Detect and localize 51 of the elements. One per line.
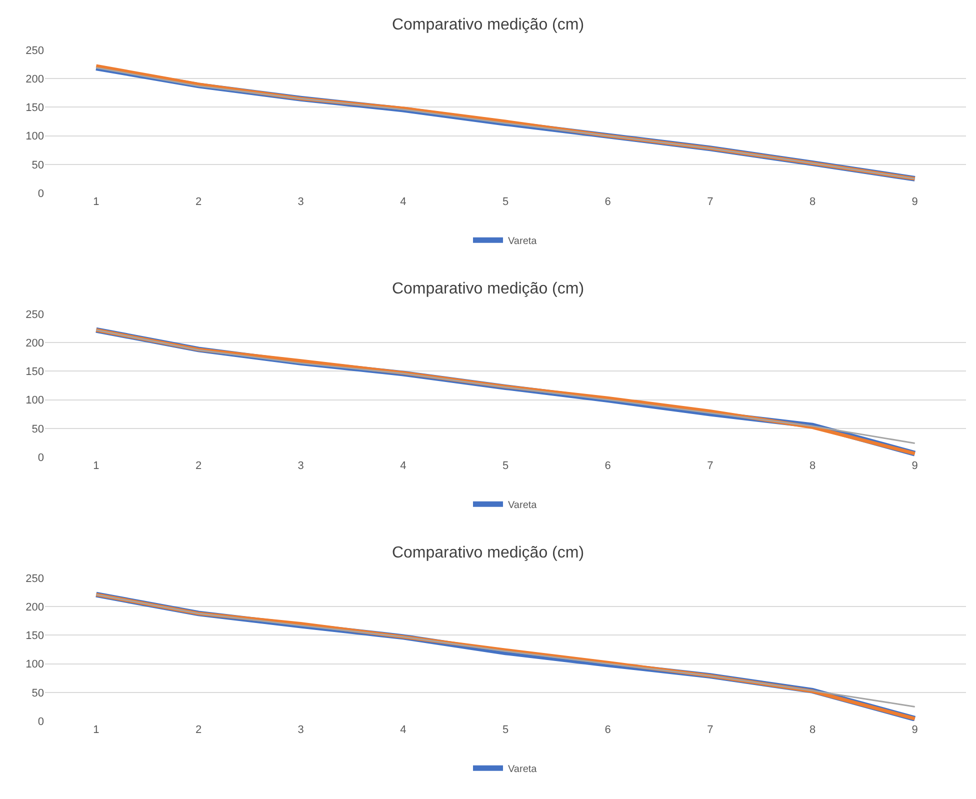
y-tick-label: 150 [26,366,44,378]
y-tick-label: 250 [26,572,44,585]
y-tick-label: 150 [26,102,44,114]
x-tick-label: 2 [195,196,202,208]
y-tick-label: 250 [26,308,44,321]
x-tick-label: 4 [400,724,406,736]
x-tick-label: 2 [195,460,202,472]
y-tick-label: 0 [38,716,44,728]
y-tick-label: 50 [32,687,44,700]
y-tick-label: 200 [26,73,44,86]
y-tick-label: 50 [32,423,44,436]
x-tick-label: 1 [93,196,100,208]
x-tick-label: 5 [502,196,509,208]
x-tick-label: 5 [502,724,509,736]
y-tick-label: 200 [26,337,44,350]
x-tick-label: 6 [604,196,611,208]
x-tick-label: 2 [195,724,202,736]
y-tick-label: 50 [32,159,44,172]
x-tick-label: 7 [707,460,714,472]
x-tick-label: 5 [502,460,509,472]
y-tick-label: 100 [26,394,44,407]
x-tick-label: 9 [912,724,918,736]
x-tick-label: 8 [809,196,816,208]
legend-label: Vareta [508,764,538,776]
x-tick-label: 8 [809,724,816,736]
y-tick-label: 100 [26,130,44,143]
x-tick-label: 8 [809,460,816,472]
x-tick-label: 4 [400,460,406,472]
x-tick-label: 9 [912,460,918,472]
y-tick-label: 200 [26,601,44,614]
x-tick-label: 3 [298,724,304,736]
x-tick-label: 3 [298,196,304,208]
x-tick-label: 1 [93,460,100,472]
y-tick-label: 250 [26,44,44,57]
x-tick-label: 6 [604,724,611,736]
x-tick-label: 7 [707,196,714,208]
chart-title: Comparativo medição (cm) [392,280,584,298]
x-tick-label: 3 [298,460,304,472]
x-tick-label: 7 [707,724,714,736]
x-tick-label: 1 [93,724,100,736]
legend-label: Vareta [508,236,538,248]
x-tick-label: 4 [400,196,406,208]
y-tick-label: 0 [38,452,44,464]
y-tick-label: 0 [38,188,44,200]
x-tick-label: 6 [604,460,611,472]
legend-label: Vareta [508,500,538,512]
y-tick-label: 150 [26,630,44,642]
y-tick-label: 100 [26,658,44,671]
chart-title: Comparativo medição (cm) [392,544,584,562]
chart-title: Comparativo medição (cm) [392,16,584,34]
x-tick-label: 9 [912,196,918,208]
